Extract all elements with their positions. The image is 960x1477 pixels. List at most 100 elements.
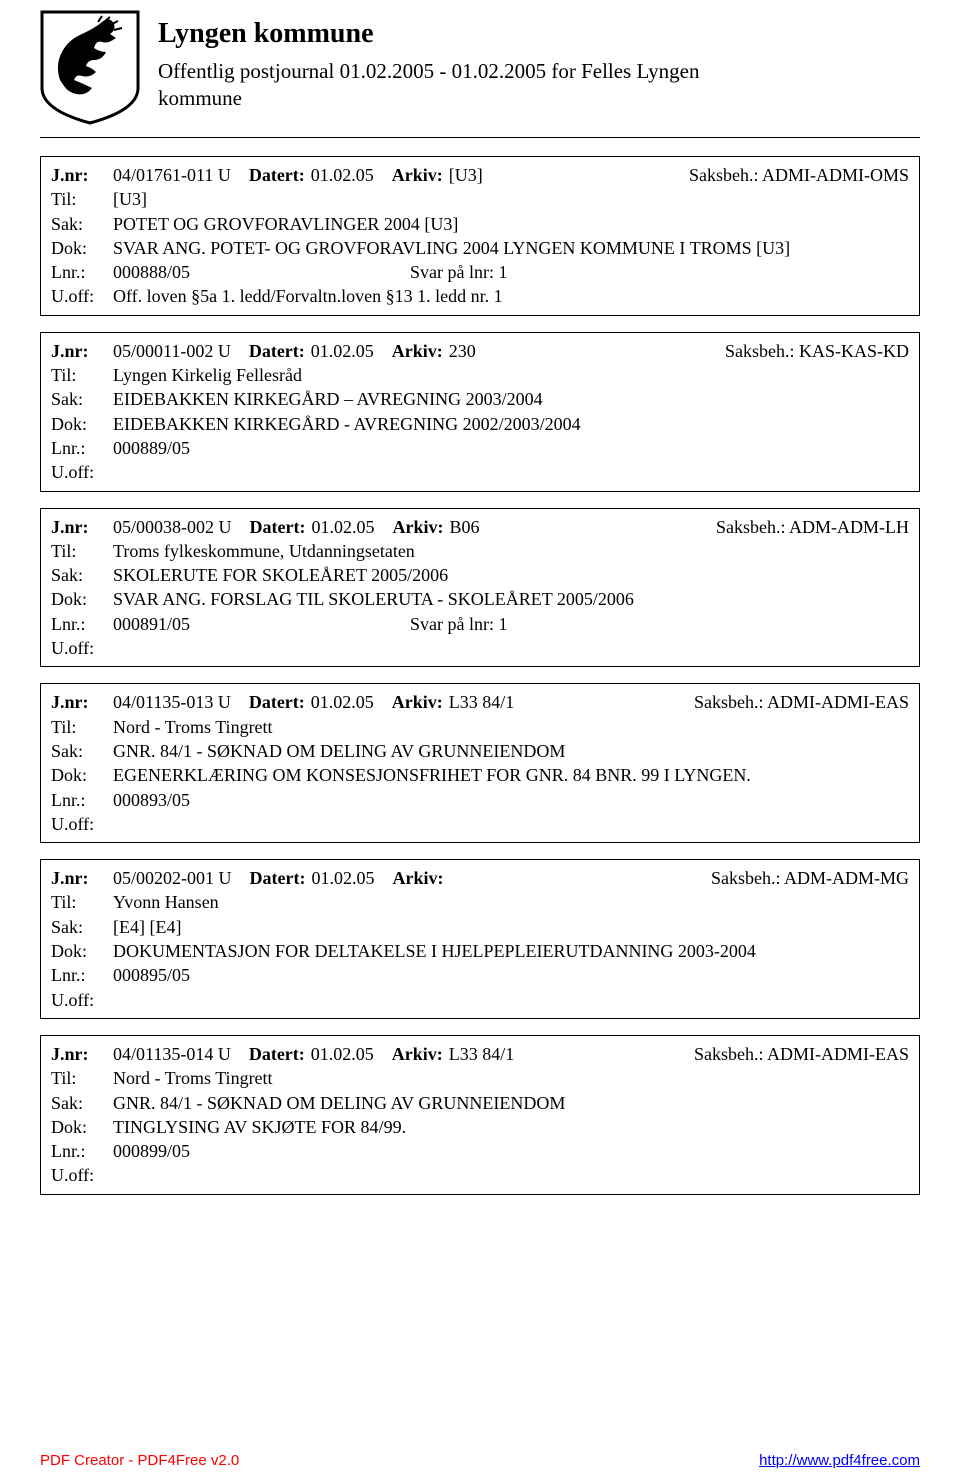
page: Lyngen kommune Offentlig postjournal 01.… xyxy=(0,0,960,1477)
dok-value: EGENERKLÆRING OM KONSESJONSFRIHET FOR GN… xyxy=(113,763,909,787)
arkiv-value: B06 xyxy=(449,515,479,539)
entry-top-row: J.nr: 04/01135-014 U Datert: 01.02.05 Ar… xyxy=(51,1042,909,1066)
dok-label: Dok: xyxy=(51,412,113,436)
lnr-value: 000891/05Svar på lnr: 1 xyxy=(113,612,909,636)
page-header: Lyngen kommune Offentlig postjournal 01.… xyxy=(40,10,920,138)
lnr-row: Lnr.: 000895/05 xyxy=(51,963,909,987)
lnr-value: 000889/05 xyxy=(113,436,909,460)
jnr-label: J.nr: xyxy=(51,339,113,363)
page-footer: PDF Creator - PDF4Free v2.0 http://www.p… xyxy=(40,1452,920,1469)
uoff-value xyxy=(113,460,909,484)
datert-value: 01.02.05 xyxy=(311,339,374,363)
arkiv-label: Arkiv: xyxy=(392,1042,443,1066)
entry-top-row: J.nr: 05/00038-002 U Datert: 01.02.05 Ar… xyxy=(51,515,909,539)
svar-pa-lnr: Svar på lnr: 1 xyxy=(410,614,507,634)
sak-row: Sak: SKOLERUTE FOR SKOLEÅRET 2005/2006 xyxy=(51,563,909,587)
lnr-label: Lnr.: xyxy=(51,436,113,460)
journal-entry: J.nr: 04/01135-013 U Datert: 01.02.05 Ar… xyxy=(40,683,920,843)
dok-row: Dok: TINGLYSING AV SKJØTE FOR 84/99. xyxy=(51,1115,909,1139)
lnr-row: Lnr.: 000891/05Svar på lnr: 1 xyxy=(51,612,909,636)
uoff-value xyxy=(113,988,909,1012)
jnr-value: 05/00038-002 U xyxy=(113,515,232,539)
footer-link[interactable]: http://www.pdf4free.com xyxy=(759,1452,920,1469)
lnr-row: Lnr.: 000893/05 xyxy=(51,788,909,812)
til-value: Nord - Troms Tingrett xyxy=(113,715,909,739)
til-label: Til: xyxy=(51,715,113,739)
sak-value: SKOLERUTE FOR SKOLEÅRET 2005/2006 xyxy=(113,563,909,587)
dok-value: TINGLYSING AV SKJØTE FOR 84/99. xyxy=(113,1115,909,1139)
svar-pa-lnr: Svar på lnr: 1 xyxy=(410,262,507,282)
lnr-value: 000893/05 xyxy=(113,788,909,812)
jnr-label: J.nr: xyxy=(51,515,113,539)
sak-label: Sak: xyxy=(51,915,113,939)
lnr-row: Lnr.: 000889/05 xyxy=(51,436,909,460)
uoff-label: U.off: xyxy=(51,636,113,660)
municipal-crest-icon xyxy=(40,10,140,125)
uoff-label: U.off: xyxy=(51,460,113,484)
saksbeh: Saksbeh.: ADMI-ADMI-EAS xyxy=(694,690,909,714)
lnr-value: 000899/05 xyxy=(113,1139,909,1163)
jnr-label: J.nr: xyxy=(51,163,113,187)
lnr-label: Lnr.: xyxy=(51,963,113,987)
jnr-value: 04/01135-013 U xyxy=(113,690,231,714)
datert-value: 01.02.05 xyxy=(311,515,374,539)
lnr-value: 000888/05Svar på lnr: 1 xyxy=(113,260,909,284)
sak-label: Sak: xyxy=(51,1091,113,1115)
til-value: Troms fylkeskommune, Utdanningsetaten xyxy=(113,539,909,563)
til-row: Til: Lyngen Kirkelig Fellesråd xyxy=(51,363,909,387)
sak-value: GNR. 84/1 - SØKNAD OM DELING AV GRUNNEIE… xyxy=(113,739,909,763)
sak-value: GNR. 84/1 - SØKNAD OM DELING AV GRUNNEIE… xyxy=(113,1091,909,1115)
uoff-value xyxy=(113,636,909,660)
uoff-value: Off. loven §5a 1. ledd/Forvaltn.loven §1… xyxy=(113,284,909,308)
dok-label: Dok: xyxy=(51,587,113,611)
til-value: [U3] xyxy=(113,187,909,211)
saksbeh: Saksbeh.: ADM-ADM-LH xyxy=(716,515,909,539)
datert-label: Datert: xyxy=(249,1042,305,1066)
til-label: Til: xyxy=(51,187,113,211)
til-label: Til: xyxy=(51,539,113,563)
journal-entry: J.nr: 04/01761-011 U Datert: 01.02.05 Ar… xyxy=(40,156,920,316)
dok-value: SVAR ANG. FORSLAG TIL SKOLERUTA - SKOLEÅ… xyxy=(113,587,909,611)
sak-value: EIDEBAKKEN KIRKEGÅRD – AVREGNING 2003/20… xyxy=(113,387,909,411)
til-value: Nord - Troms Tingrett xyxy=(113,1066,909,1090)
sak-label: Sak: xyxy=(51,387,113,411)
uoff-value xyxy=(113,1163,909,1187)
jnr-value: 04/01761-011 U xyxy=(113,163,231,187)
dok-row: Dok: SVAR ANG. POTET- OG GROVFORAVLING 2… xyxy=(51,236,909,260)
sak-row: Sak: GNR. 84/1 - SØKNAD OM DELING AV GRU… xyxy=(51,739,909,763)
dok-label: Dok: xyxy=(51,1115,113,1139)
jnr-value: 04/01135-014 U xyxy=(113,1042,231,1066)
uoff-row: U.off: xyxy=(51,812,909,836)
saksbeh: Saksbeh.: ADMI-ADMI-OMS xyxy=(689,163,909,187)
footer-pdf-creator: PDF Creator - PDF4Free v2.0 xyxy=(40,1452,239,1469)
til-row: Til: Nord - Troms Tingrett xyxy=(51,1066,909,1090)
datert-value: 01.02.05 xyxy=(311,690,374,714)
arkiv-value: L33 84/1 xyxy=(449,690,515,714)
entry-top-row: J.nr: 05/00011-002 U Datert: 01.02.05 Ar… xyxy=(51,339,909,363)
uoff-label: U.off: xyxy=(51,812,113,836)
journal-title-line2: kommune xyxy=(158,86,242,110)
til-label: Til: xyxy=(51,890,113,914)
dok-value: EIDEBAKKEN KIRKEGÅRD - AVREGNING 2002/20… xyxy=(113,412,909,436)
jnr-label: J.nr: xyxy=(51,1042,113,1066)
dok-value: DOKUMENTASJON FOR DELTAKELSE I HJELPEPLE… xyxy=(113,939,909,963)
dok-row: Dok: DOKUMENTASJON FOR DELTAKELSE I HJEL… xyxy=(51,939,909,963)
lnr-label: Lnr.: xyxy=(51,788,113,812)
datert-label: Datert: xyxy=(249,690,305,714)
til-row: Til: Troms fylkeskommune, Utdanningsetat… xyxy=(51,539,909,563)
arkiv-label: Arkiv: xyxy=(392,690,443,714)
dok-row: Dok: EIDEBAKKEN KIRKEGÅRD - AVREGNING 20… xyxy=(51,412,909,436)
jnr-label: J.nr: xyxy=(51,690,113,714)
lnr-value: 000895/05 xyxy=(113,963,909,987)
sak-label: Sak: xyxy=(51,563,113,587)
uoff-value xyxy=(113,812,909,836)
dok-row: Dok: SVAR ANG. FORSLAG TIL SKOLERUTA - S… xyxy=(51,587,909,611)
datert-value: 01.02.05 xyxy=(311,163,374,187)
arkiv-value: [U3] xyxy=(449,163,483,187)
uoff-label: U.off: xyxy=(51,988,113,1012)
entries-container: J.nr: 04/01761-011 U Datert: 01.02.05 Ar… xyxy=(40,156,920,1195)
journal-title-line1: Offentlig postjournal 01.02.2005 - 01.02… xyxy=(158,59,699,83)
arkiv-label: Arkiv: xyxy=(392,163,443,187)
sak-value: POTET OG GROVFORAVLINGER 2004 [U3] xyxy=(113,212,909,236)
til-row: Til: Yvonn Hansen xyxy=(51,890,909,914)
